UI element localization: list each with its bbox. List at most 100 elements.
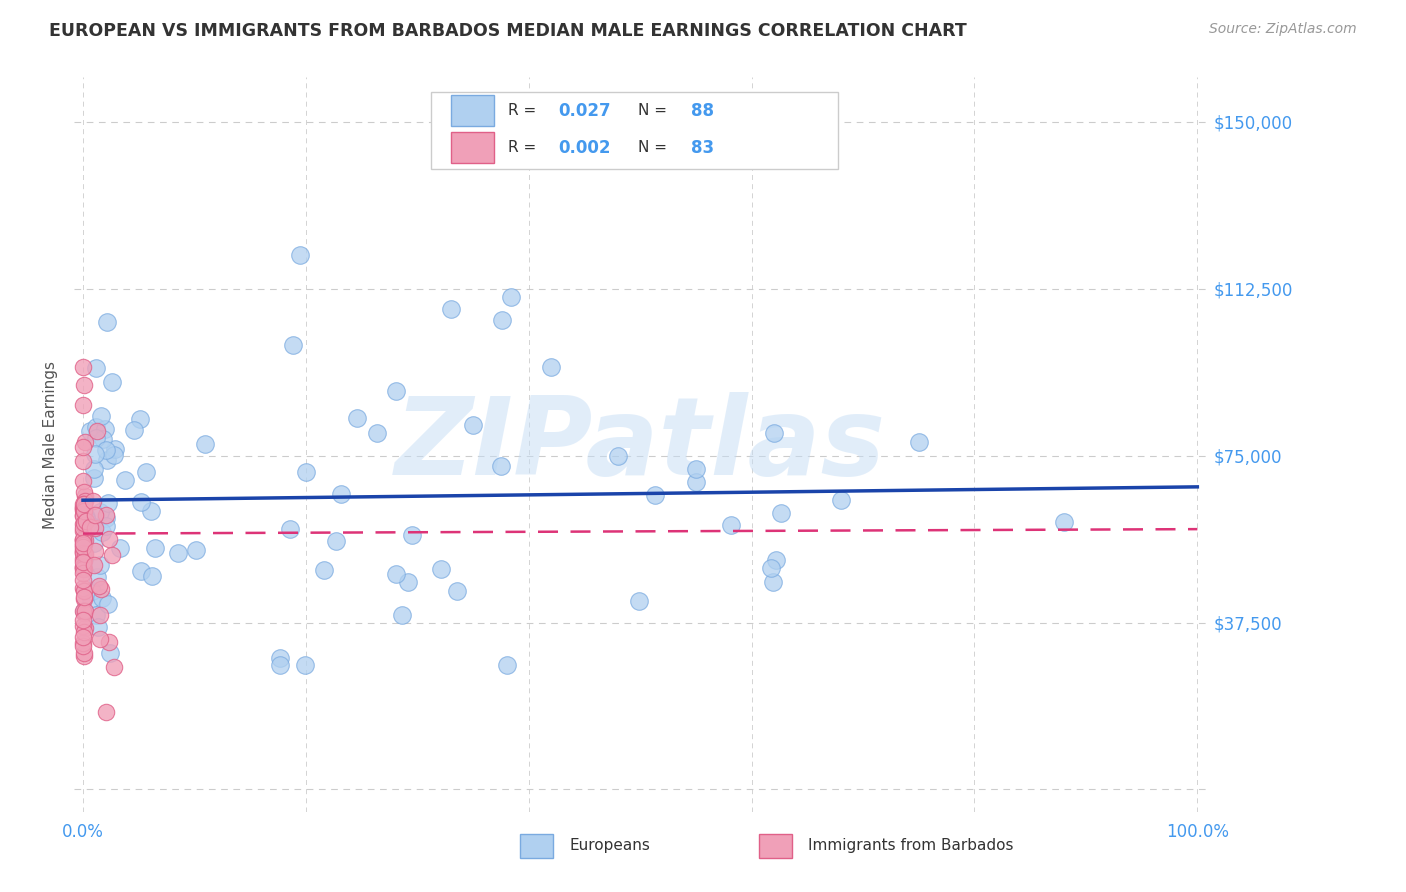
Point — [89, 607, 111, 622]
Point — [108, 541, 131, 555]
Point — [384, 384, 406, 399]
Point — [295, 465, 318, 479]
Point — [73, 590, 96, 604]
Point — [94, 705, 117, 719]
Point — [366, 426, 388, 441]
Point — [325, 534, 347, 549]
Point — [84, 420, 107, 434]
Point — [72, 635, 94, 649]
Point — [79, 424, 101, 438]
FancyBboxPatch shape — [451, 95, 494, 127]
Point — [72, 618, 94, 632]
Point — [90, 409, 112, 424]
Point — [1052, 516, 1074, 530]
Point — [72, 359, 94, 374]
Text: R =: R = — [508, 103, 541, 119]
Point — [72, 538, 94, 552]
Point — [186, 542, 208, 557]
Point — [72, 536, 94, 550]
Point — [75, 514, 97, 528]
Point — [84, 544, 107, 558]
Point — [627, 594, 650, 608]
Point — [73, 533, 96, 547]
Point — [73, 625, 96, 640]
Point — [82, 494, 104, 508]
Point — [72, 440, 94, 454]
Point — [73, 604, 96, 618]
Text: 0.027: 0.027 — [558, 102, 612, 120]
Point — [131, 564, 153, 578]
Point — [73, 516, 96, 531]
Point — [84, 447, 107, 461]
Point — [72, 500, 94, 515]
Point — [97, 597, 120, 611]
Point — [72, 521, 94, 535]
Point — [491, 312, 513, 326]
Point — [72, 543, 94, 558]
Point — [907, 435, 929, 450]
Point — [73, 377, 96, 392]
Point — [73, 547, 96, 561]
Point — [84, 361, 107, 376]
Point — [384, 567, 406, 582]
Point — [83, 520, 105, 534]
Point — [396, 574, 419, 589]
Point — [769, 506, 792, 520]
Point — [72, 502, 94, 516]
Point — [72, 497, 94, 511]
Point — [90, 582, 112, 597]
Point — [72, 533, 94, 548]
Text: EUROPEAN VS IMMIGRANTS FROM BARBADOS MEDIAN MALE EARNINGS CORRELATION CHART: EUROPEAN VS IMMIGRANTS FROM BARBADOS MED… — [49, 22, 967, 40]
Point — [87, 620, 110, 634]
Point — [489, 458, 512, 473]
Point — [103, 659, 125, 673]
Point — [75, 435, 97, 450]
FancyBboxPatch shape — [520, 834, 553, 858]
Point — [644, 487, 666, 501]
FancyBboxPatch shape — [451, 132, 494, 163]
Point — [685, 462, 707, 476]
Point — [762, 426, 785, 441]
FancyBboxPatch shape — [430, 92, 838, 169]
Point — [72, 552, 94, 566]
Point — [86, 424, 108, 438]
Point — [104, 442, 127, 456]
Point — [73, 484, 96, 499]
Point — [72, 583, 94, 598]
Point — [131, 495, 153, 509]
Point — [86, 570, 108, 584]
Point — [72, 562, 94, 576]
Point — [73, 546, 96, 560]
Point — [96, 315, 118, 329]
Point — [72, 454, 94, 468]
Point — [329, 487, 352, 501]
Text: 0.002: 0.002 — [558, 139, 612, 157]
Point — [73, 489, 96, 503]
Point — [90, 525, 112, 540]
Text: N =: N = — [638, 103, 672, 119]
Point — [79, 520, 101, 534]
Point — [103, 449, 125, 463]
FancyBboxPatch shape — [759, 834, 792, 858]
Point — [97, 532, 120, 546]
Point — [269, 651, 291, 665]
Point — [73, 504, 96, 518]
Point — [72, 639, 94, 653]
Point — [101, 549, 124, 563]
Point — [72, 508, 94, 523]
Point — [73, 537, 96, 551]
Point — [72, 475, 94, 489]
Point — [72, 546, 94, 560]
Point — [84, 508, 107, 522]
Point — [73, 562, 96, 576]
Point — [75, 512, 97, 526]
Text: ZIPatlas: ZIPatlas — [395, 392, 886, 498]
Point — [83, 536, 105, 550]
Point — [759, 561, 782, 575]
Point — [73, 622, 96, 636]
Point — [73, 493, 96, 508]
Point — [83, 470, 105, 484]
Point — [72, 545, 94, 559]
Point — [83, 520, 105, 534]
Point — [72, 646, 94, 660]
